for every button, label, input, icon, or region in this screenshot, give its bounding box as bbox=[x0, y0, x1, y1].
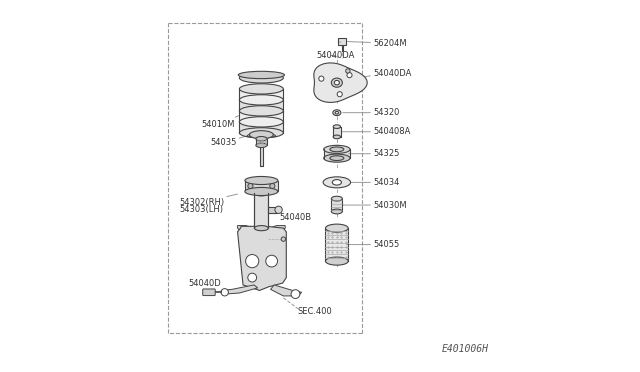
Circle shape bbox=[248, 273, 257, 282]
Ellipse shape bbox=[239, 95, 284, 105]
Polygon shape bbox=[237, 226, 286, 291]
Text: 54055: 54055 bbox=[346, 240, 399, 249]
Text: 54010M: 54010M bbox=[201, 115, 241, 129]
Circle shape bbox=[248, 183, 253, 189]
Ellipse shape bbox=[334, 80, 339, 85]
Text: 54040DA: 54040DA bbox=[316, 51, 355, 60]
Bar bbox=[332, 199, 342, 211]
Ellipse shape bbox=[332, 78, 342, 87]
Bar bbox=[239, 100, 284, 111]
Bar bbox=[245, 180, 278, 192]
Ellipse shape bbox=[250, 131, 273, 139]
Circle shape bbox=[221, 289, 228, 296]
Ellipse shape bbox=[332, 196, 342, 201]
Text: 54040B: 54040B bbox=[271, 210, 312, 222]
Bar bbox=[260, 140, 263, 166]
Text: 54303(LH): 54303(LH) bbox=[179, 205, 223, 214]
Polygon shape bbox=[314, 63, 367, 102]
Circle shape bbox=[346, 69, 350, 73]
Ellipse shape bbox=[255, 225, 268, 231]
Bar bbox=[333, 126, 340, 137]
Text: E401006H: E401006H bbox=[442, 344, 488, 354]
Text: 54035: 54035 bbox=[210, 135, 248, 147]
Text: SEC.400: SEC.400 bbox=[298, 307, 332, 316]
Ellipse shape bbox=[333, 125, 340, 128]
Bar bbox=[268, 207, 278, 213]
Bar bbox=[239, 89, 284, 100]
Text: 56204M: 56204M bbox=[348, 39, 407, 48]
Polygon shape bbox=[247, 132, 276, 137]
Circle shape bbox=[275, 206, 282, 214]
Ellipse shape bbox=[335, 112, 339, 114]
Text: 54040DA: 54040DA bbox=[346, 69, 412, 79]
Circle shape bbox=[246, 254, 259, 268]
Text: 54302(RH): 54302(RH) bbox=[179, 194, 237, 207]
Circle shape bbox=[270, 183, 275, 189]
Ellipse shape bbox=[256, 137, 267, 141]
Bar bbox=[339, 38, 346, 45]
Bar bbox=[239, 122, 284, 133]
Ellipse shape bbox=[333, 110, 341, 116]
Circle shape bbox=[291, 290, 300, 298]
Text: 540408A: 540408A bbox=[340, 127, 410, 136]
Text: 54325: 54325 bbox=[349, 149, 399, 158]
Ellipse shape bbox=[245, 176, 278, 185]
Ellipse shape bbox=[238, 71, 284, 78]
Ellipse shape bbox=[326, 257, 348, 265]
Ellipse shape bbox=[330, 147, 344, 152]
Ellipse shape bbox=[326, 224, 348, 232]
Circle shape bbox=[266, 255, 278, 267]
Text: 54040D: 54040D bbox=[189, 279, 221, 292]
Polygon shape bbox=[237, 225, 250, 234]
Bar bbox=[324, 149, 350, 158]
Ellipse shape bbox=[239, 84, 284, 94]
Ellipse shape bbox=[333, 135, 340, 139]
Bar bbox=[239, 111, 284, 122]
Bar bbox=[256, 139, 267, 145]
Ellipse shape bbox=[255, 191, 268, 196]
Text: 54030M: 54030M bbox=[340, 201, 407, 209]
Text: 54320: 54320 bbox=[342, 108, 399, 117]
Ellipse shape bbox=[332, 209, 342, 214]
Circle shape bbox=[281, 237, 285, 241]
Polygon shape bbox=[221, 285, 258, 294]
Ellipse shape bbox=[239, 117, 284, 127]
Polygon shape bbox=[271, 285, 301, 296]
Ellipse shape bbox=[256, 143, 267, 148]
Ellipse shape bbox=[239, 73, 284, 83]
Ellipse shape bbox=[239, 128, 284, 138]
Ellipse shape bbox=[332, 180, 341, 185]
Ellipse shape bbox=[330, 156, 344, 161]
Bar bbox=[326, 228, 348, 261]
FancyBboxPatch shape bbox=[203, 289, 215, 296]
Ellipse shape bbox=[245, 187, 278, 196]
Circle shape bbox=[319, 76, 324, 81]
Ellipse shape bbox=[324, 154, 350, 162]
Ellipse shape bbox=[323, 177, 351, 188]
Circle shape bbox=[347, 73, 352, 78]
Circle shape bbox=[337, 92, 342, 97]
Text: 54034: 54034 bbox=[349, 178, 399, 187]
Ellipse shape bbox=[324, 145, 350, 153]
Bar bbox=[255, 193, 268, 228]
Polygon shape bbox=[273, 225, 285, 234]
Ellipse shape bbox=[239, 106, 284, 116]
